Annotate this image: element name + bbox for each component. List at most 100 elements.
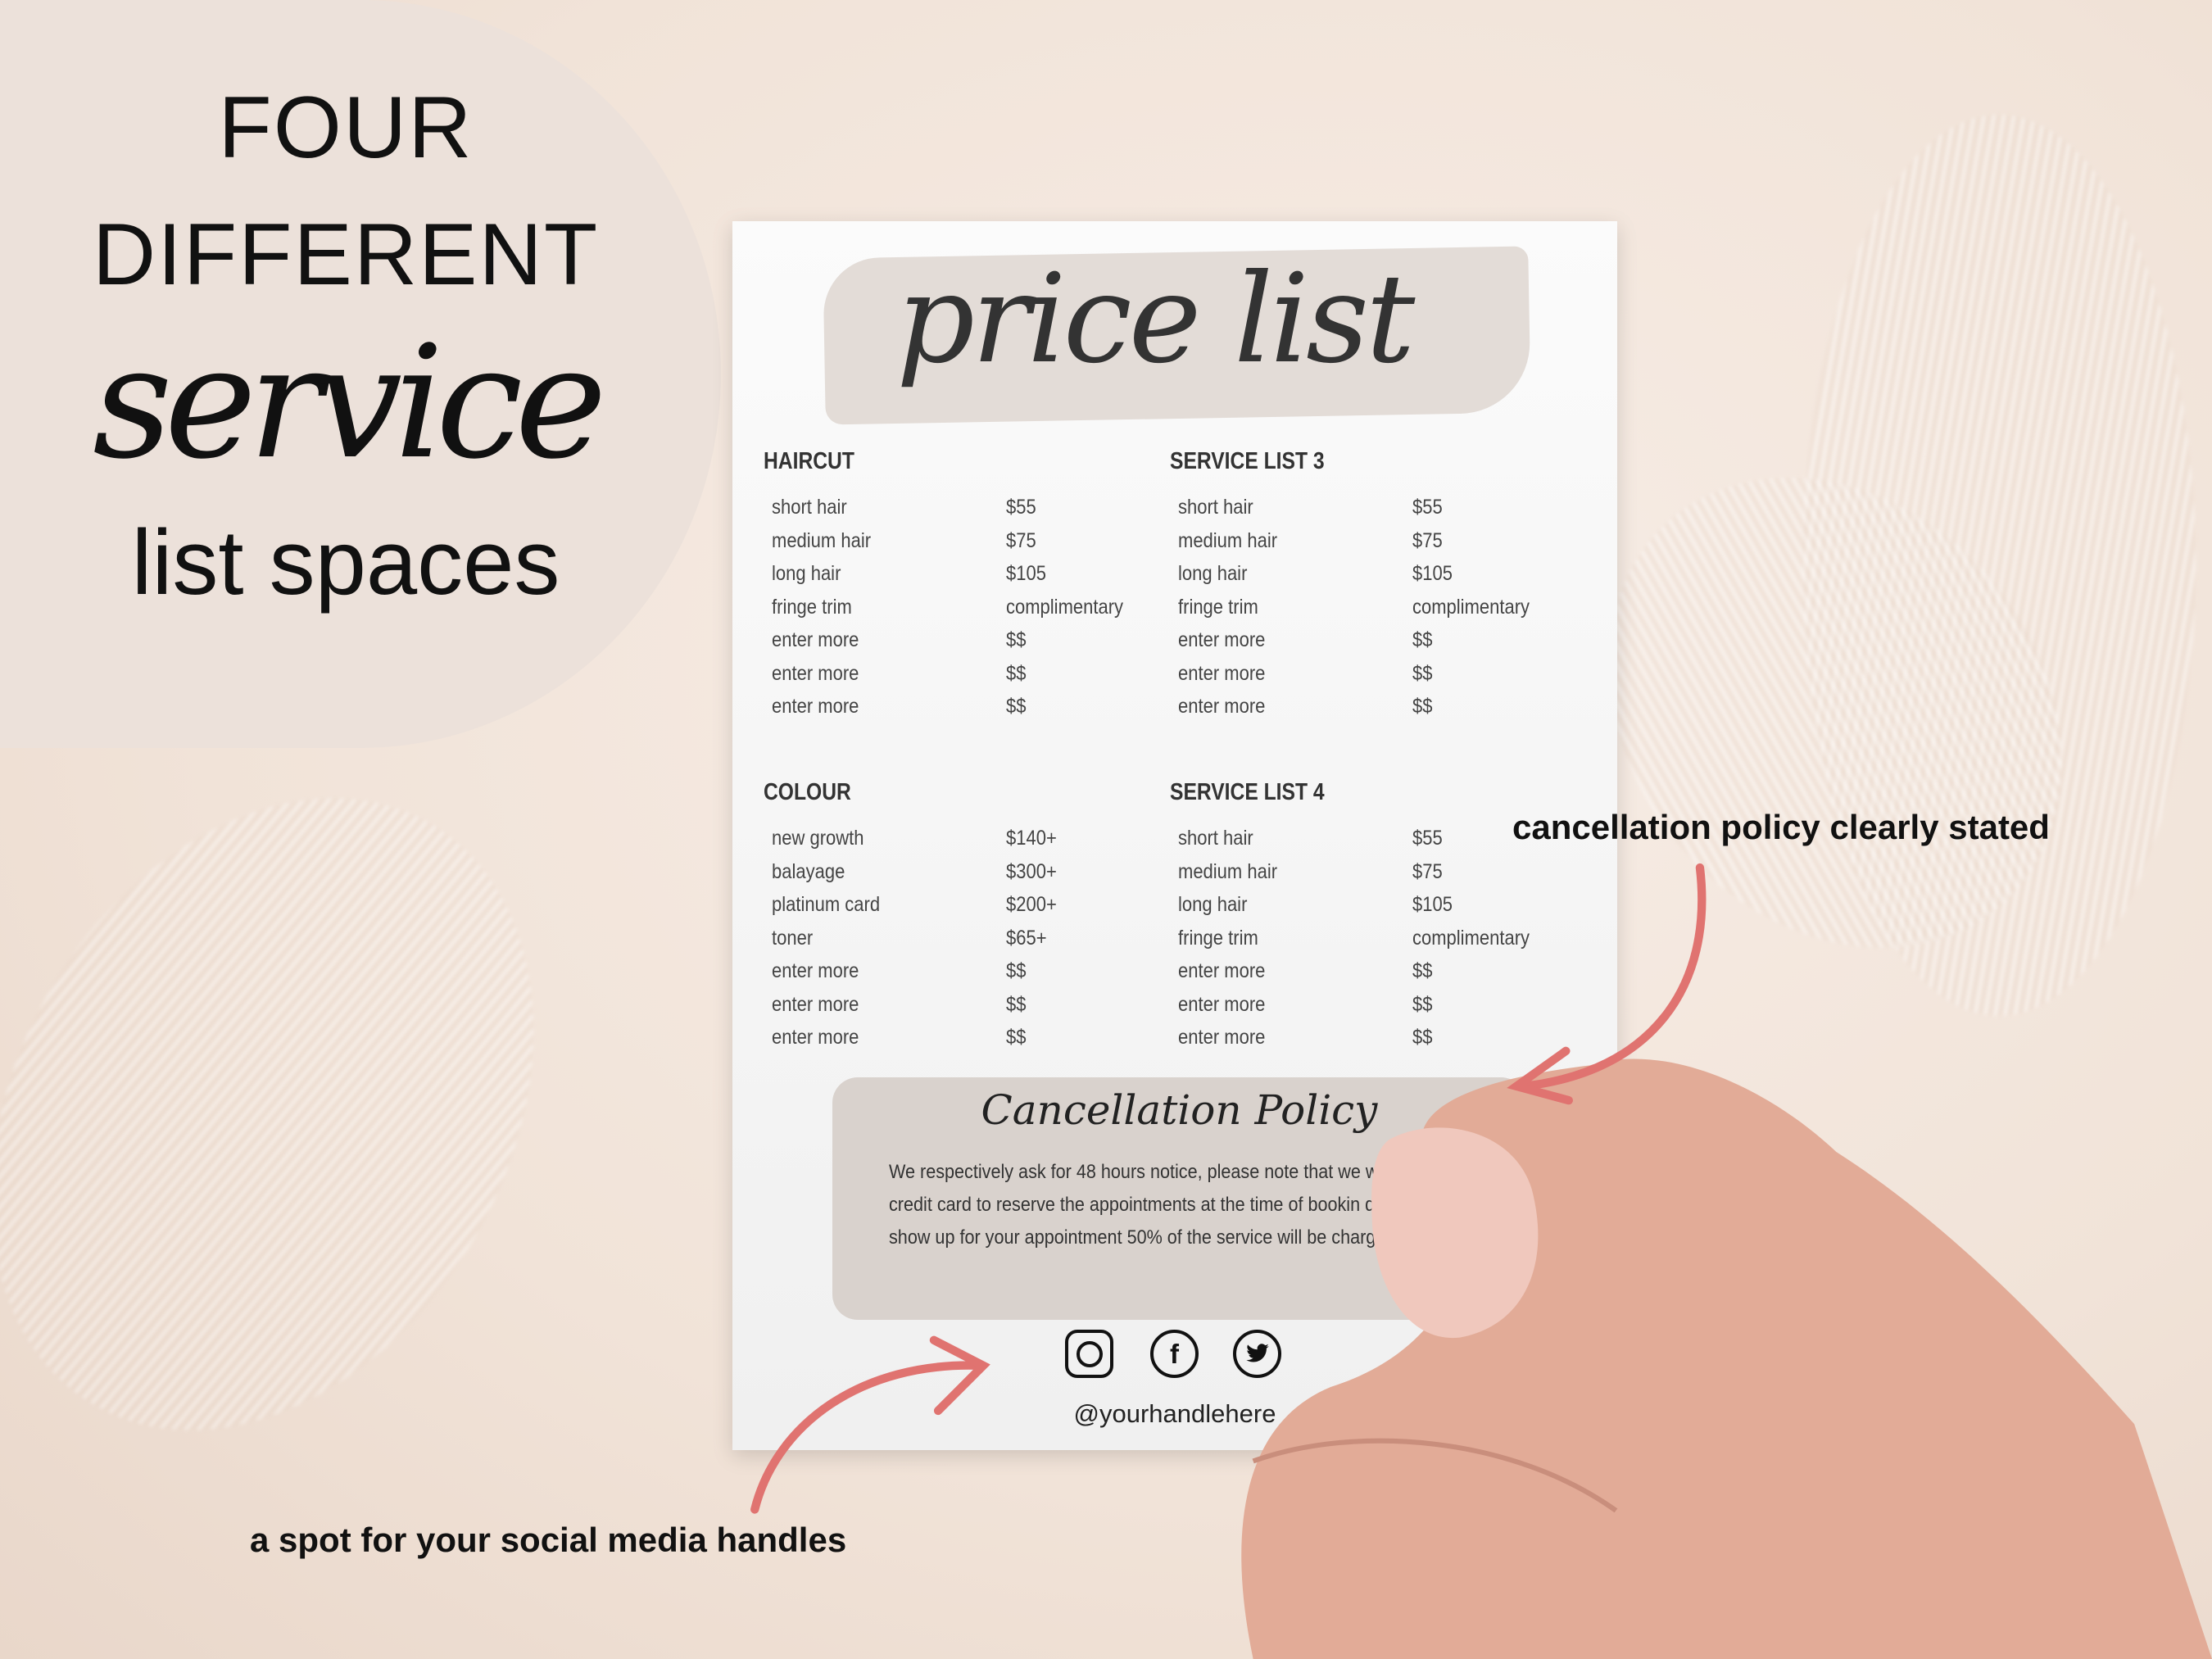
service-name: medium hair	[1178, 528, 1278, 552]
price-row: new growth $140+	[764, 826, 1157, 859]
headline-script: service	[93, 312, 607, 493]
service-section: SERVICE LIST 3 short hair $55 medium hair $7…	[1170, 447, 1563, 728]
headline-line: DIFFERENT	[92, 205, 600, 303]
service-name: short hair	[772, 496, 847, 519]
service-name: long hair	[1178, 562, 1248, 585]
annotation-social: a spot for your social media handles	[250, 1521, 847, 1559]
price-row: fringe trim complimentary	[764, 595, 1157, 628]
price-list-card: price list HAIRCUT short hair $55 medium ha…	[732, 221, 1617, 1450]
service-price: $105	[1412, 562, 1453, 585]
cancellation-policy-box: Cancellation Policy We respectively ask …	[832, 1077, 1526, 1320]
price-row: short hair $55	[1170, 495, 1563, 528]
service-name: fringe trim	[1178, 595, 1258, 619]
service-name: enter more	[772, 992, 859, 1016]
service-price: $55	[1412, 496, 1443, 519]
service-price: $140+	[1006, 827, 1057, 850]
service-price: $$	[1006, 959, 1027, 982]
price-row: long hair $105	[764, 561, 1157, 595]
price-row: enter more $$	[1170, 1025, 1563, 1058]
service-price: $105	[1006, 562, 1046, 585]
price-row: medium hair $75	[1170, 528, 1563, 562]
price-row: short hair $55	[1170, 826, 1563, 859]
service-name: long hair	[1178, 893, 1248, 916]
arrow-to-social	[750, 1361, 985, 1514]
service-section: HAIRCUT short hair $55 medium hair $75 long h…	[764, 447, 1157, 728]
service-name: fringe trim	[772, 595, 852, 619]
price-row: enter more $$	[764, 628, 1157, 661]
service-name: enter more	[772, 695, 859, 718]
service-name: enter more	[772, 1026, 859, 1049]
facebook-icon[interactable]: f	[1150, 1330, 1199, 1378]
service-price: $$	[1412, 628, 1433, 651]
hand-image	[1241, 1058, 2212, 1659]
service-price: $55	[1006, 496, 1036, 519]
service-price: $300+	[1006, 859, 1057, 883]
price-row: enter more $$	[1170, 694, 1563, 728]
service-name: enter more	[1178, 1026, 1266, 1049]
policy-text: We respectively ask for 48 hours notice,…	[889, 1161, 1415, 1249]
service-price: complimentary	[1412, 595, 1530, 619]
service-price: $$	[1412, 1026, 1433, 1049]
price-row: enter more $$	[1170, 959, 1563, 992]
price-row: long hair $105	[1170, 892, 1563, 926]
price-row: enter more $$	[764, 661, 1157, 695]
price-row: medium hair $75	[764, 528, 1157, 562]
headline-line: list spaces	[131, 511, 560, 614]
service-name: enter more	[772, 959, 859, 982]
arrow-head	[1507, 1046, 1573, 1105]
service-name: enter more	[1178, 992, 1266, 1016]
service-name: enter more	[1178, 661, 1266, 685]
service-price: $$	[1006, 661, 1027, 685]
section-title: COLOUR	[764, 779, 851, 805]
price-row: enter more $$	[764, 1025, 1157, 1058]
service-name: balayage	[772, 859, 845, 883]
price-row: platinum card $200+	[764, 892, 1157, 926]
service-price: $75	[1412, 528, 1443, 552]
twitter-icon[interactable]	[1233, 1330, 1281, 1378]
price-row: fringe trim complimentary	[1170, 926, 1563, 959]
service-section: COLOUR new growth $140+ balayage $300+ platin…	[764, 778, 1157, 1058]
service-price: $55	[1412, 827, 1443, 850]
headline-circle: FOUR DIFFERENT service list spaces	[0, 0, 721, 748]
service-name: enter more	[772, 661, 859, 685]
service-price: $65+	[1006, 926, 1047, 950]
service-name: enter more	[1178, 959, 1266, 982]
service-price: $$	[1006, 1026, 1027, 1049]
price-row: enter more $$	[1170, 661, 1563, 695]
service-name: short hair	[1178, 496, 1253, 519]
service-price: $75	[1006, 528, 1036, 552]
section-title: HAIRCUT	[764, 448, 854, 474]
headline-line: FOUR	[218, 78, 474, 176]
section-title: SERVICE LIST 4	[1170, 779, 1325, 805]
service-price: complimentary	[1412, 926, 1530, 950]
price-row: balayage $300+	[764, 859, 1157, 893]
policy-title: Cancellation Policy	[981, 1086, 1378, 1134]
price-row: long hair $105	[1170, 561, 1563, 595]
service-name: long hair	[772, 562, 841, 585]
service-name: medium hair	[772, 528, 872, 552]
service-price: $$	[1412, 661, 1433, 685]
service-name: platinum card	[772, 893, 881, 916]
price-row: enter more $$	[764, 959, 1157, 992]
section-title: SERVICE LIST 3	[1170, 448, 1325, 474]
card-title: price list	[896, 248, 1415, 391]
price-row: enter more $$	[1170, 628, 1563, 661]
price-row: enter more $$	[764, 694, 1157, 728]
service-name: medium hair	[1178, 859, 1278, 883]
price-row: fringe trim complimentary	[1170, 595, 1563, 628]
service-name: short hair	[1178, 827, 1253, 850]
service-price: complimentary	[1006, 595, 1124, 619]
instagram-icon[interactable]	[1065, 1330, 1113, 1378]
service-name: enter more	[1178, 628, 1266, 651]
service-name: toner	[772, 926, 814, 950]
arrow-head	[929, 1335, 990, 1416]
service-section: SERVICE LIST 4 short hair $55 medium hair $7…	[1170, 778, 1563, 1058]
pampas-decoration	[1802, 115, 2196, 1016]
service-price: $$	[1006, 628, 1027, 651]
service-price: $$	[1412, 992, 1433, 1016]
service-name: fringe trim	[1178, 926, 1258, 950]
price-row: short hair $55	[764, 495, 1157, 528]
service-name: enter more	[1178, 695, 1266, 718]
